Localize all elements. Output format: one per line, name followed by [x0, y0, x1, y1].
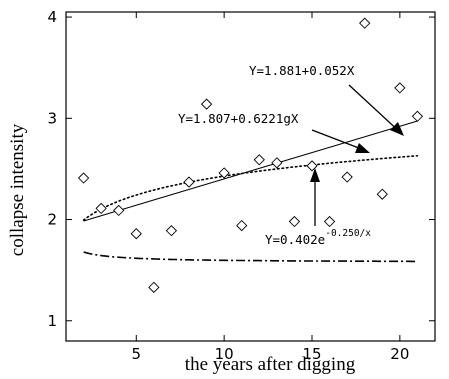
- data-point-diamond: [165, 225, 178, 237]
- data-point-diamond: [411, 110, 424, 122]
- log-fit-line: [82, 155, 419, 221]
- y-tick-labels: 1 2 3 4: [47, 8, 57, 330]
- exp-fit-line: [83, 251, 418, 263]
- x-axis-label: the years after digging: [185, 354, 356, 375]
- data-point-diamond: [236, 219, 248, 232]
- arrow-exp-head: [310, 168, 320, 182]
- x-tick-label: 5: [132, 345, 142, 363]
- data-point-diamond: [183, 176, 195, 188]
- x-tick-label: 20: [390, 345, 409, 363]
- data-point-diamond: [359, 17, 371, 29]
- equation-exp: Y=0.402e: [265, 232, 325, 247]
- equation-linear: Y=1.881+0.052X: [249, 63, 355, 78]
- data-point-diamond: [376, 188, 388, 200]
- annotation-linear: Y=1.881+0.052X: [249, 63, 404, 136]
- data-point-diamond: [271, 157, 283, 169]
- trend-curves: [82, 120, 419, 263]
- annotation-exponential: Y=0.402e-0.250/x: [265, 168, 371, 247]
- data-point-diamond: [218, 167, 230, 179]
- y-tick-label: 4: [47, 8, 57, 26]
- x-tick-labels: 5 10 15 20: [132, 345, 410, 363]
- arrow-log-head: [355, 143, 370, 153]
- x-tick-label: 10: [215, 345, 234, 363]
- equation-exp-superscript: -0.250/x: [325, 228, 371, 239]
- data-point-diamond: [323, 215, 336, 228]
- data-point-diamond: [77, 172, 90, 184]
- y-tick-label: 2: [47, 211, 57, 229]
- plot-frame: [65, 11, 436, 342]
- equation-log: Y=1.807+0.6221gX: [178, 111, 299, 126]
- data-points: [77, 17, 424, 293]
- x-tick-label: 15: [302, 345, 321, 363]
- annotation-log: Y=1.807+0.6221gX: [178, 111, 370, 153]
- data-point-diamond: [288, 215, 301, 228]
- data-point-diamond: [130, 228, 142, 240]
- y-tick-label: 1: [47, 312, 57, 330]
- data-point-diamond: [306, 160, 318, 172]
- data-point-diamond: [253, 154, 265, 166]
- y-tick-label: 3: [47, 109, 57, 127]
- linear-fit-line: [83, 120, 418, 222]
- data-point-diamond: [394, 82, 406, 94]
- data-point-diamond: [148, 281, 160, 293]
- y-axis-label: collapse intensity: [7, 123, 28, 256]
- axis-ticks: [66, 12, 435, 341]
- svg-text:Y=0.402e-0.250/x: Y=0.402e-0.250/x: [265, 228, 371, 247]
- arrow-linear-head: [390, 122, 404, 136]
- data-point-diamond: [113, 204, 125, 217]
- arrow-linear-shaft: [348, 84, 403, 135]
- data-point-diamond: [95, 202, 107, 215]
- data-point-diamond: [341, 171, 353, 183]
- arrow-log-shaft: [311, 129, 365, 151]
- data-point-diamond: [200, 98, 213, 110]
